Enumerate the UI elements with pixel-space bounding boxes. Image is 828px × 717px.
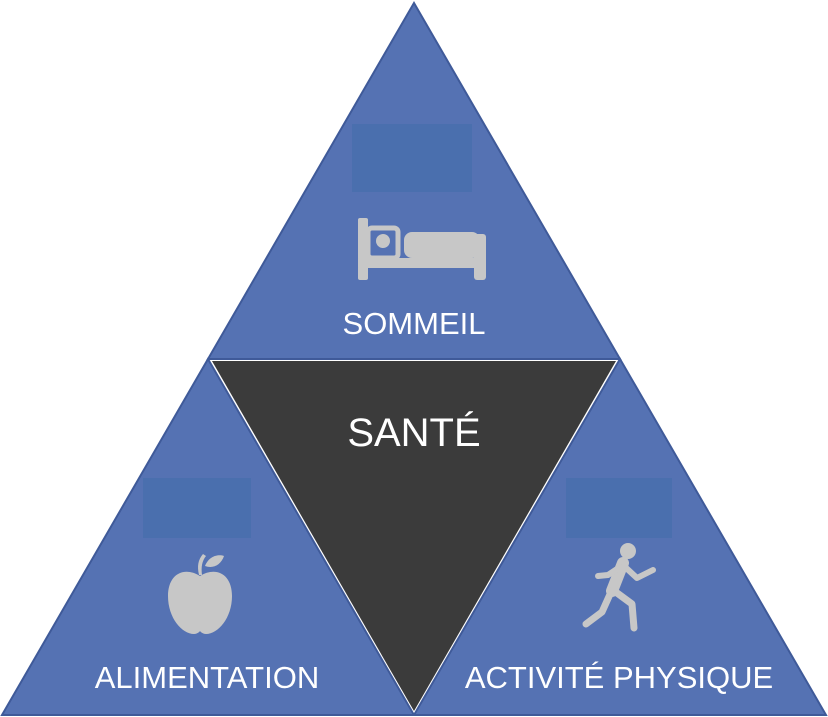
activite-physique-label: ACTIVITÉ PHYSIQUE xyxy=(465,660,773,695)
top-placeholder-box xyxy=(352,124,472,192)
runner-icon xyxy=(582,543,656,632)
apple-icon xyxy=(168,554,232,634)
bed-icon xyxy=(358,218,486,280)
right-placeholder-box xyxy=(566,478,672,538)
left-placeholder-box xyxy=(143,478,251,538)
sante-label: SANTÉ xyxy=(347,410,480,455)
sommeil-label: SOMMEIL xyxy=(343,306,486,341)
alimentation-label: ALIMENTATION xyxy=(95,660,319,695)
center-triangle xyxy=(212,361,616,711)
